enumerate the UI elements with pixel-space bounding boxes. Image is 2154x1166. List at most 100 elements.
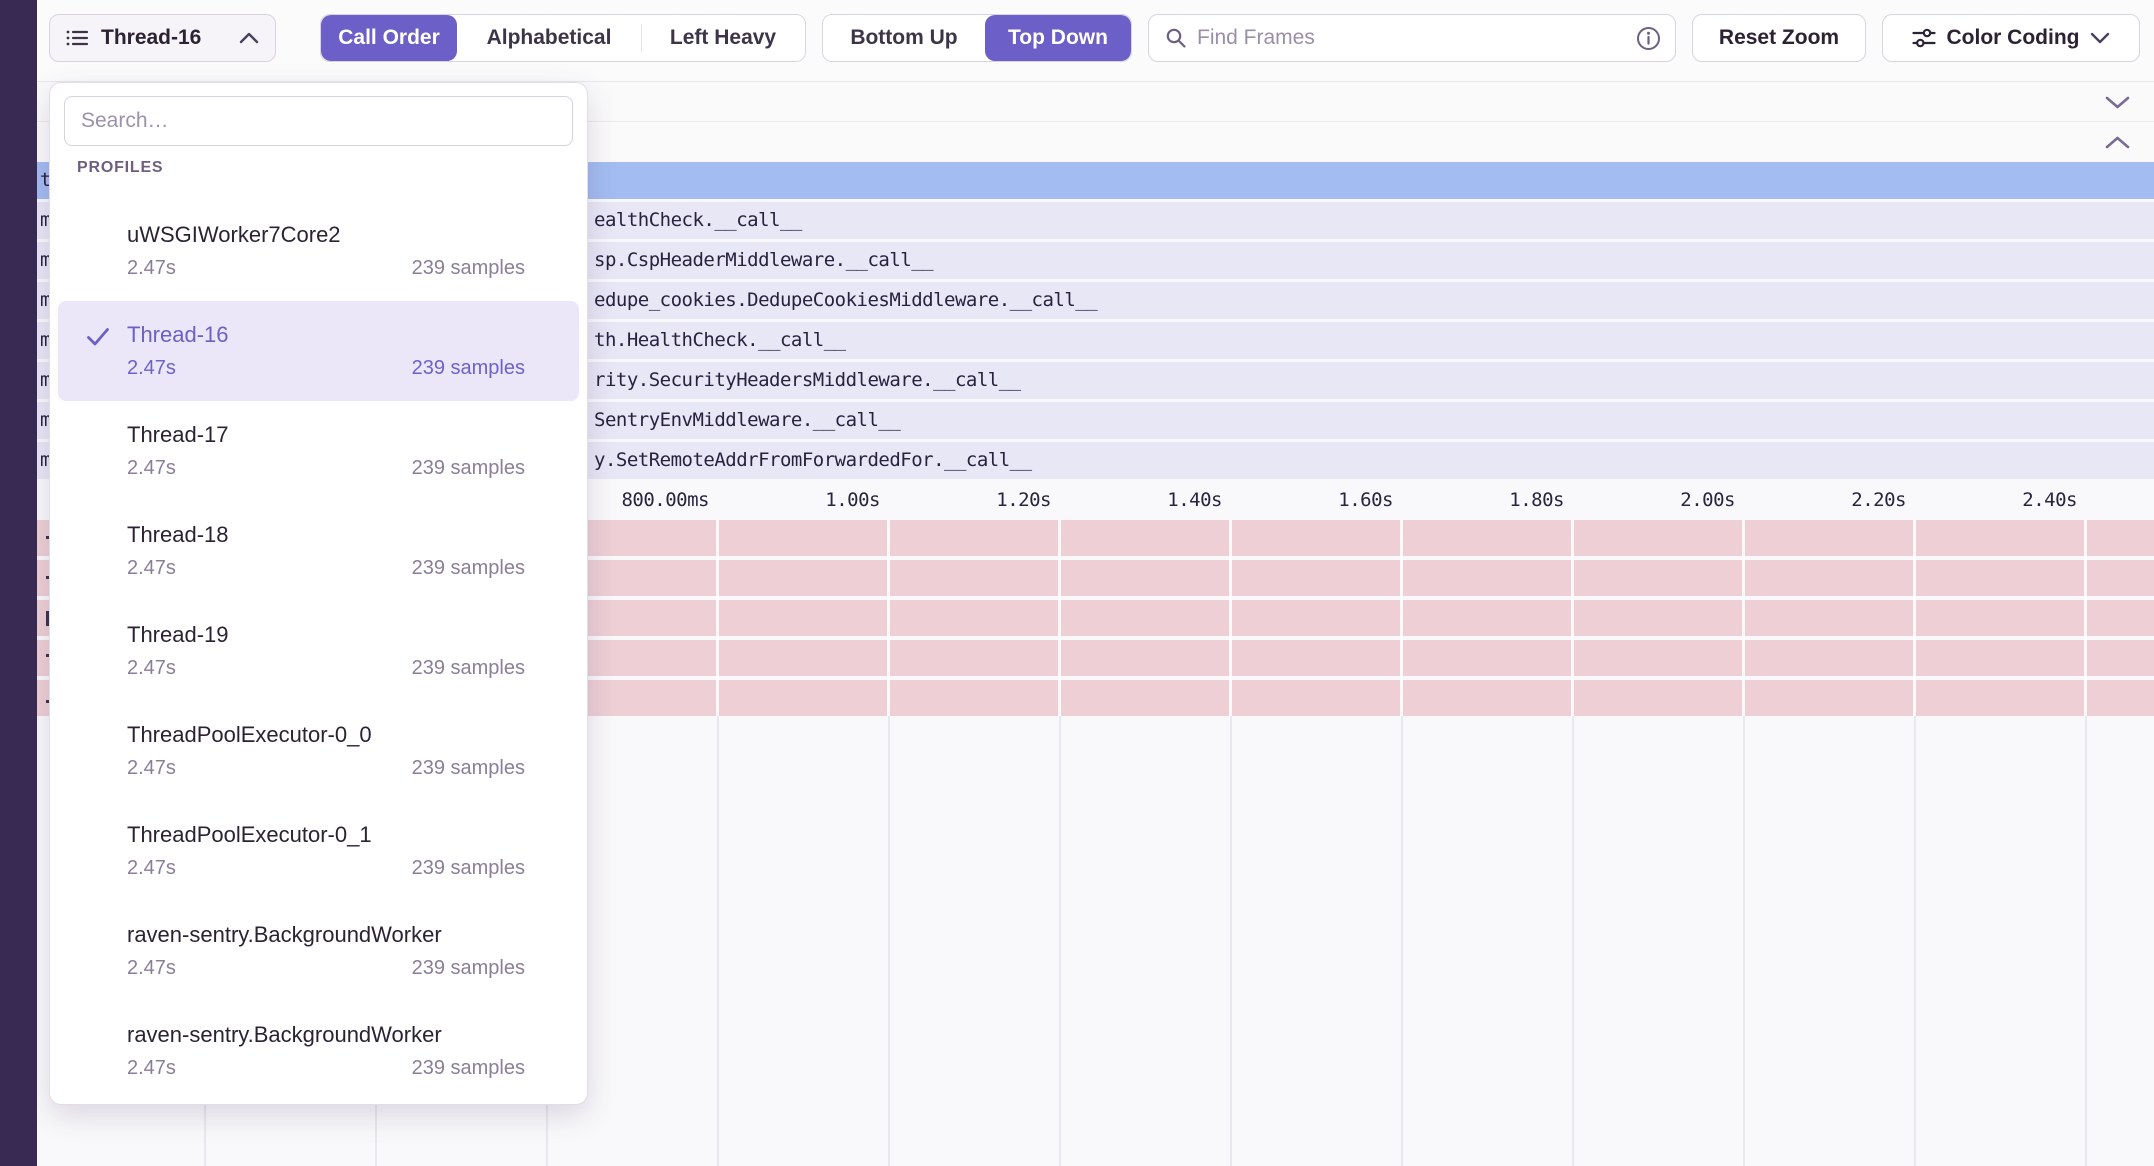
profile-name: Thread-17 xyxy=(127,422,229,447)
gridline xyxy=(2085,716,2087,1166)
axis-tick: 800.00ms xyxy=(621,489,709,511)
profile-option[interactable]: Thread-19 2.47s 239 samples xyxy=(50,601,587,701)
profile-duration: 2.47s xyxy=(127,857,176,879)
frame-label: ealthCheck.__call__ xyxy=(594,209,802,231)
frame-edge-text: m xyxy=(40,449,52,471)
profile-duration: 2.47s xyxy=(127,757,176,779)
profile-samples: 239 samples xyxy=(411,657,525,679)
gridline xyxy=(1742,520,1745,716)
profile-option[interactable]: Thread-17 2.47s 239 samples xyxy=(50,401,587,501)
gridline xyxy=(1401,716,1403,1166)
segment-divider xyxy=(641,24,642,52)
chevron-down-icon[interactable] xyxy=(2105,96,2130,109)
frame-label: rity.SecurityHeadersMiddleware.__call__ xyxy=(594,369,1021,391)
gridline xyxy=(887,520,890,716)
frame-label: y.SetRemoteAddrFromForwardedFor.__call__ xyxy=(594,449,1032,471)
frame-edge-text: t xyxy=(40,169,52,191)
color-coding-label: Color Coding xyxy=(1946,26,2080,49)
gridline xyxy=(1400,520,1403,716)
segment-call-order[interactable]: Call Order xyxy=(321,15,457,61)
segment-top-down[interactable]: Top Down xyxy=(984,15,1131,61)
profile-name: ThreadPoolExecutor-0_0 xyxy=(127,722,372,747)
axis-tick: 1.20s xyxy=(996,489,1051,511)
sliders-icon xyxy=(1911,28,1936,48)
profile-option[interactable]: Thread-18 2.47s 239 samples xyxy=(50,501,587,601)
profile-name: ThreadPoolExecutor-0_1 xyxy=(127,822,372,847)
frame-edge-text: m xyxy=(40,209,52,231)
app-sidebar xyxy=(0,0,37,1166)
gridline xyxy=(888,716,890,1166)
profile-option[interactable]: ThreadPoolExecutor-0_0 2.47s 239 samples xyxy=(50,701,587,801)
profile-samples: 239 samples xyxy=(411,857,525,879)
gridline xyxy=(1229,520,1232,716)
segment-left-heavy[interactable]: Left Heavy xyxy=(641,15,805,61)
profiles-section-label: PROFILES xyxy=(77,159,164,176)
profile-duration: 2.47s xyxy=(127,1057,176,1079)
profile-samples: 239 samples xyxy=(411,757,525,779)
profile-duration: 2.47s xyxy=(127,557,176,579)
profile-samples: 239 samples xyxy=(411,257,525,279)
chevron-down-icon xyxy=(2090,32,2110,44)
list-icon xyxy=(66,29,89,47)
thread-dropdown: PROFILES uWSGIWorker7Core2 2.47s 239 samp… xyxy=(49,82,588,1105)
gridline xyxy=(1059,716,1061,1166)
chevron-up-icon[interactable] xyxy=(2105,136,2130,149)
profile-option[interactable]: uWSGIWorker7Core2 2.47s 239 samples xyxy=(50,201,587,301)
thread-selector-label: Thread-16 xyxy=(101,26,202,49)
frame-edge-text: m xyxy=(40,249,52,271)
axis-tick: 1.00s xyxy=(825,489,880,511)
segment-alphabetical[interactable]: Alphabetical xyxy=(457,15,641,61)
profile-samples: 239 samples xyxy=(411,357,525,379)
profile-samples: 239 samples xyxy=(411,1057,525,1079)
gridline xyxy=(1571,520,1574,716)
profile-samples: 239 samples xyxy=(411,557,525,579)
profile-duration: 2.47s xyxy=(127,957,176,979)
frame-label: sp.CspHeaderMiddleware.__call__ xyxy=(594,249,934,271)
profile-samples: 239 samples xyxy=(411,957,525,979)
axis-tick: 2.40s xyxy=(2022,489,2077,511)
find-frames-input[interactable] xyxy=(1197,26,1626,50)
info-icon[interactable] xyxy=(1636,26,1661,51)
gridline xyxy=(1743,716,1745,1166)
profiles-list: uWSGIWorker7Core2 2.47s 239 samples Threa… xyxy=(50,201,587,1101)
profile-name: Thread-16 xyxy=(127,322,229,347)
gridline xyxy=(717,716,719,1166)
profile-name: Thread-19 xyxy=(127,622,229,647)
profile-option[interactable]: raven-sentry.BackgroundWorker 2.47s 239 s… xyxy=(50,1001,587,1101)
frame-edge-text: m xyxy=(40,369,52,391)
find-frames-searchbox xyxy=(1148,14,1676,62)
gridline xyxy=(1230,716,1232,1166)
profile-duration: 2.47s xyxy=(127,657,176,679)
segment-bottom-up[interactable]: Bottom Up xyxy=(823,15,985,61)
profile-duration: 2.47s xyxy=(127,357,176,379)
profile-name: raven-sentry.BackgroundWorker xyxy=(127,1022,442,1047)
sort-segmented-control: Call Order Alphabetical Left Heavy xyxy=(320,14,806,62)
gridline xyxy=(1913,520,1916,716)
profile-name: uWSGIWorker7Core2 xyxy=(127,222,341,247)
color-coding-button[interactable]: Color Coding xyxy=(1882,14,2140,62)
segment-label: Left Heavy xyxy=(669,26,777,49)
profile-option[interactable]: raven-sentry.BackgroundWorker 2.47s 239 s… xyxy=(50,901,587,1001)
axis-tick: 2.20s xyxy=(1851,489,1906,511)
frame-edge-text: m xyxy=(40,289,52,311)
axis-tick: 1.40s xyxy=(1167,489,1222,511)
axis-tick: 1.60s xyxy=(1338,489,1393,511)
frame-label: th.HealthCheck.__call__ xyxy=(594,329,846,351)
thread-selector-button[interactable]: Thread-16 xyxy=(49,14,276,62)
dropdown-search-input[interactable] xyxy=(64,96,573,146)
gridline xyxy=(2084,520,2087,716)
search-icon xyxy=(1165,27,1187,49)
gridline xyxy=(1572,716,1574,1166)
gridline xyxy=(716,520,719,716)
profile-samples: 239 samples xyxy=(411,457,525,479)
gridline xyxy=(1914,716,1916,1166)
profile-option[interactable]: ThreadPoolExecutor-0_1 2.47s 239 samples xyxy=(50,801,587,901)
profile-name: Thread-18 xyxy=(127,522,229,547)
reset-zoom-button[interactable]: Reset Zoom xyxy=(1692,14,1866,62)
frame-label: edupe_cookies.DedupeCookiesMiddleware.__… xyxy=(594,289,1098,311)
frame-label: SentryEnvMiddleware.__call__ xyxy=(594,409,901,431)
direction-segmented-control: Bottom Up Top Down xyxy=(822,14,1132,62)
axis-tick: 2.00s xyxy=(1680,489,1735,511)
chevron-up-icon xyxy=(239,32,259,44)
profile-option-selected[interactable]: Thread-16 2.47s 239 samples xyxy=(58,301,579,401)
